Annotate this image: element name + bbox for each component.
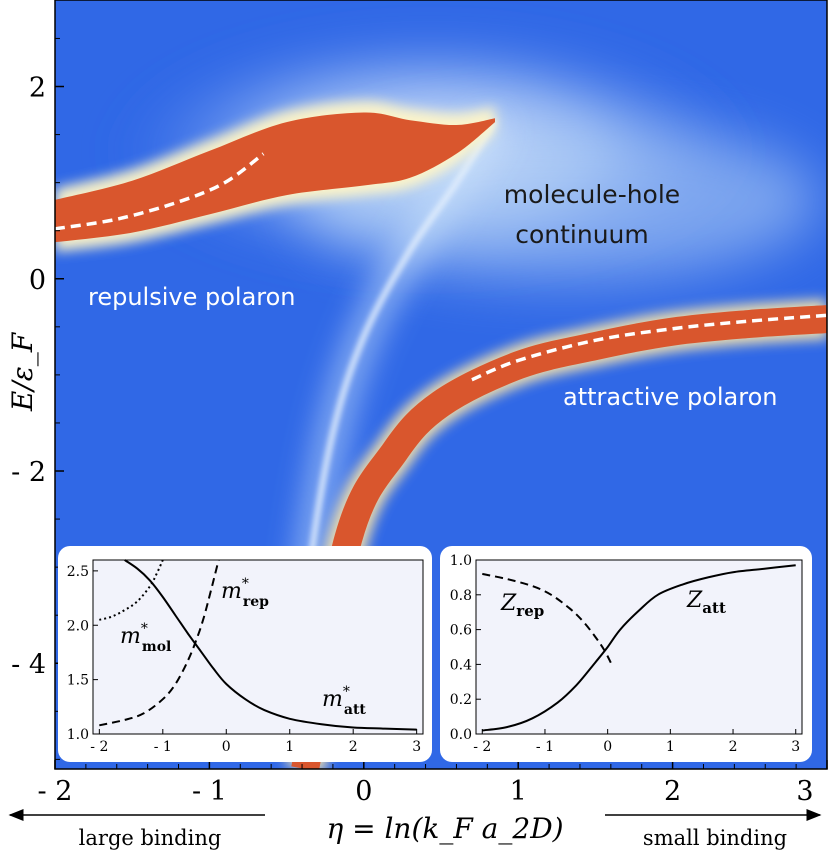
m-mol-sub: mol — [142, 639, 171, 655]
inset-y-tick-label: 0.0 — [450, 727, 472, 743]
m-rep-sup: * — [242, 576, 249, 592]
y-axis-ticks: 2 0 - 2 - 4 — [11, 37, 64, 760]
inset-residue-frame — [475, 559, 803, 735]
x-tick-label: - 1 — [192, 776, 227, 807]
repulsive-polaron-band — [55, 112, 495, 243]
series-matt-line — [124, 559, 417, 731]
continuum-label: continuum — [515, 220, 649, 249]
attractive-polaron-band — [291, 305, 827, 769]
attractive-polaron-label: attractive polaron — [563, 383, 778, 411]
attractive-dashed-line — [471, 313, 827, 382]
inset-y-tick-label: 2.0 — [67, 618, 89, 634]
annotations: molecule-hole continuum repulsive polaro… — [88, 180, 778, 411]
inset-y-tick-label: 1.0 — [67, 727, 89, 743]
m-rep-main: m — [221, 579, 242, 604]
inset-effective-mass: - 2- 1 0 1 2 31.01.52.02.5 m* rep m* mol m* att — [58, 546, 432, 762]
m-att-label: m* att — [322, 684, 366, 718]
m-mol-sup: * — [141, 621, 148, 637]
inset-residue-curves — [482, 564, 796, 732]
main-heatmap — [55, 0, 827, 769]
y-tick-label: 2 — [29, 73, 46, 104]
inset-mass-frame — [92, 559, 424, 735]
repulsive-polaron-label: repulsive polaron — [88, 283, 296, 311]
inset-x-tick-label: 2 — [729, 739, 738, 755]
m-mol-label: m* mol — [120, 621, 171, 655]
molecule-hole-label: molecule-hole — [504, 180, 680, 209]
large-binding-label: large binding — [79, 826, 222, 850]
inset-x-tick-label: - 2 — [90, 739, 108, 755]
inset-x-tick-label: 0 — [603, 739, 612, 755]
x-tick-label: 1 — [510, 776, 527, 807]
series-zatt-line — [482, 564, 796, 732]
inset-quasiparticle-residue: - 2 - 1 0 1 2 3 0.0 0.2 0.4 0.6 0.8 1.0 Zrep Zatt — [440, 546, 812, 762]
y-tick-label: - 4 — [11, 649, 46, 680]
m-att-main: m — [322, 687, 343, 712]
series-mrep-line — [99, 559, 220, 727]
series-mmol-line — [99, 559, 164, 621]
inset-residue-ticks: - 2 - 1 0 1 2 3 0.0 0.2 0.4 0.6 0.8 1.0 — [450, 553, 800, 755]
inset-y-tick-label: 0.4 — [450, 657, 472, 673]
inset-x-tick-label: 3 — [412, 739, 421, 755]
y-tick-label: - 2 — [11, 457, 46, 488]
inset-mass-ticks: - 2 - 1 0 1 2 3 1.0 1.5 2.0 2.5 — [67, 564, 421, 755]
y-tick-label: 0 — [29, 265, 46, 296]
inset-x-tick-label: - 1 — [154, 739, 172, 755]
main-frame — [54, 0, 828, 770]
x-tick-label: - 2 — [38, 776, 73, 807]
inset-y-tick-label: 2.5 — [67, 564, 89, 580]
m-mol-main: m — [120, 624, 141, 649]
inset-y-tick-label: 1.0 — [450, 553, 472, 569]
inset-mass-curves — [99, 559, 417, 731]
inset-x-tick-label: 1 — [285, 739, 294, 755]
inset-y-tick-label: 0.2 — [450, 692, 472, 708]
inset-x-tick-label: 1 — [666, 739, 675, 755]
y-axis-title: E/ε_F — [6, 331, 39, 412]
inset-y-tick-label: 0.8 — [450, 588, 472, 604]
inset-x-tick-label: 3 — [791, 739, 800, 755]
z-att-sub: att — [702, 599, 726, 617]
x-tick-label: 3 — [796, 776, 813, 807]
inset-y-tick-label: 0.6 — [450, 623, 472, 639]
m-rep-sub: rep — [243, 594, 269, 610]
y-axis-label: E/ε_F — [6, 331, 39, 412]
x-tick-label: 2 — [664, 776, 681, 807]
inset-x-tick-label: - 1 — [536, 739, 554, 755]
inset-x-tick-label: 2 — [349, 739, 358, 755]
z-att-label: Zatt — [686, 588, 726, 617]
m-att-sub: att — [344, 702, 367, 718]
inset-x-tick-label: 0 — [222, 739, 231, 755]
m-att-sup: * — [343, 684, 350, 700]
z-rep-main: Z — [500, 591, 517, 616]
x-tick-label: 0 — [355, 776, 372, 807]
z-rep-sub: rep — [516, 602, 544, 620]
z-rep-label: Zrep — [500, 591, 544, 620]
inset-y-tick-label: 1.5 — [67, 673, 89, 689]
series-zrep-line — [482, 572, 612, 664]
y-axis-title-text: E/ε_F — [6, 331, 39, 412]
m-rep-label: m* rep — [221, 576, 269, 610]
small-binding-label: small binding — [643, 826, 787, 850]
z-att-main: Z — [686, 588, 703, 613]
inset-x-tick-label: - 2 — [473, 739, 491, 755]
x-axis-title: η = ln(k_F a_2D) — [326, 812, 563, 845]
x-axis-label: η = ln(k_F a_2D) large binding small bin… — [8, 809, 822, 850]
